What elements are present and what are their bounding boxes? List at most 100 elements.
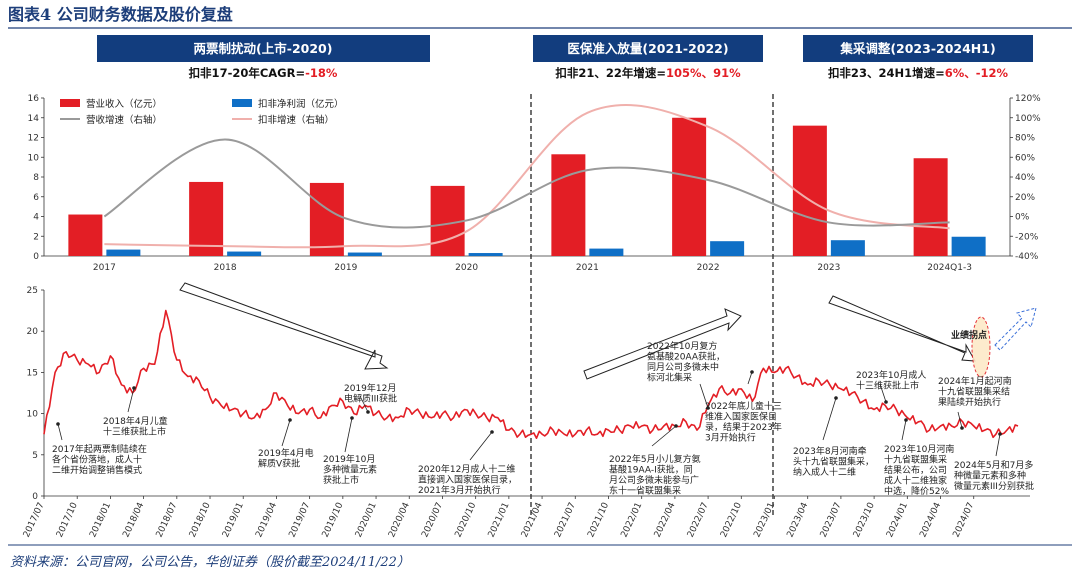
phase-band-1 <box>97 35 430 62</box>
annotation-dot <box>706 406 710 410</box>
annotation-leader <box>957 411 963 429</box>
annotation-dot <box>56 422 60 426</box>
annotation-line: 2022年底儿童十三 <box>705 400 782 412</box>
x-tick-label: 2023/10 <box>852 501 877 539</box>
x-tick-label: 2023 <box>817 263 840 273</box>
annotation-line: 种微量元素和多种 <box>954 470 1026 482</box>
annotation-line: 3月开始执行 <box>705 432 756 444</box>
annotation-text: 2022年5月小儿复方氨基酸19AA-I获批，同月公司多微未能参与广东十一省联盟… <box>609 453 701 497</box>
legend-label: 营业收入（亿元） <box>86 98 162 110</box>
y2-tick-label: 40% <box>1015 173 1035 183</box>
annotation-line: 十三维获批上市 <box>103 426 166 438</box>
x-tick-label: 2022/01 <box>620 501 645 539</box>
x-tick-label: 2019/07 <box>287 501 312 539</box>
phase-band-1-label: 两票制扰动(上市-2020) <box>194 41 333 56</box>
annotation-line: 十三维获批上市 <box>856 380 919 392</box>
turning-up-arrow-icon <box>994 307 1037 351</box>
x-tick-label: 2017/07 <box>22 501 47 539</box>
profit-bar <box>830 240 865 256</box>
annotation-text: 业绩拐点 <box>951 329 987 341</box>
annotation-line: 头十九省联盟集采， <box>793 456 874 468</box>
x-tick-label: 2022/07 <box>686 501 711 539</box>
x-tick-label: 2023/04 <box>786 501 811 539</box>
annotation-line: 二维开始调整销售模式 <box>52 464 142 476</box>
legend-label: 扣非增速（右轴） <box>258 114 334 126</box>
annotation-line: 2023年10月成人 <box>856 369 926 381</box>
x-tick-label: 2020 <box>455 263 478 273</box>
y-tick-label: 10 <box>28 153 40 163</box>
revenue-growth-line <box>103 138 950 229</box>
annotation-line: 2019年4月电 <box>258 447 314 459</box>
price-line <box>43 309 1019 440</box>
phase-1-growth: 扣非17-20年CAGR=-18% <box>189 66 338 80</box>
annotation-line: 月公司多微未能参与广 <box>609 474 699 486</box>
annotation-line: 微量元素III分别获批 <box>954 480 1034 492</box>
y-tick-label: 12 <box>28 134 39 144</box>
y2-tick-label: 120% <box>1015 94 1041 104</box>
x-tick-label: 2018/04 <box>121 501 146 539</box>
downtrend-arrow-icon-2 <box>828 295 976 362</box>
y-tick-label: 5 <box>32 451 38 461</box>
legend-label: 营收增速（右轴） <box>86 114 162 126</box>
profit-bar <box>710 241 745 256</box>
y2-tick-label: 20% <box>1015 193 1035 203</box>
profit-bar <box>589 248 624 256</box>
annotation-line: 维准入国家医保目 <box>705 411 777 423</box>
y2-tick-label: -40% <box>1015 252 1039 262</box>
x-tick-label: 2024/07 <box>952 501 977 539</box>
x-tick-label: 2019/04 <box>254 501 279 539</box>
annotation-text: 2019年10月多种微量元素获批上市 <box>323 453 377 486</box>
annotation-line: 东十一省联盟集采 <box>609 485 681 497</box>
revenue-bar <box>913 158 948 256</box>
annotation-leader <box>344 417 353 453</box>
x-tick-label: 2021/07 <box>553 501 578 539</box>
annotation-line: 业绩拐点 <box>951 329 987 341</box>
annotation-text: 2023年8月河南牵头十九省联盟集采，纳入成人十二维 <box>793 445 874 478</box>
annotation-line: 2023年8月河南牵 <box>793 445 867 457</box>
annotation-line: 2022年10月复方 <box>647 340 717 352</box>
annotation-line: 基酸19AA-I获批，同 <box>609 464 693 476</box>
annotation-text: 2023年10月成人十三维获批上市 <box>856 369 926 392</box>
x-tick-label: 2022 <box>697 263 720 273</box>
x-tick-label: 2017/10 <box>55 501 80 539</box>
y-tick-label: 16 <box>28 94 40 104</box>
y-tick-label: 4 <box>33 213 39 223</box>
y-tick-label: 10 <box>27 410 39 420</box>
x-tick-label: 2017 <box>93 263 116 273</box>
annotation-line: 十九省联盟集采结 <box>938 386 1010 398</box>
y2-tick-label: 0% <box>1015 213 1030 223</box>
stock-price-chart: 0 5 10 15 20 25 2017/07 2017/10 2018/01 2018/04 20… <box>22 286 1030 539</box>
annotation-leader <box>879 383 887 403</box>
x-tick-label: 2018/07 <box>155 501 180 539</box>
y-tick-label: 25 <box>27 286 38 296</box>
downtrend-arrow-icon <box>179 282 389 370</box>
annotation-line: 2023年10月河南 <box>884 443 954 455</box>
annotation-dot <box>350 416 354 420</box>
annotation-line: 2019年10月 <box>323 453 375 465</box>
phase-3-growth: 扣非23、24H1增速=6%、-12% <box>828 66 1009 80</box>
x-tick-label: 2020/04 <box>387 501 412 539</box>
phase-2-growth: 扣非21、22年增速=105%、91% <box>555 66 741 80</box>
annotation-text: 2022年底儿童十三维准入国家医保目录，结果于2023年 3月开始执行 <box>705 400 782 444</box>
annotation-dot <box>366 410 370 414</box>
annotation-line: 果陆续开始执行 <box>938 396 1001 408</box>
annotation-leader <box>57 423 63 441</box>
x-tick-label: 2020/01 <box>354 501 379 539</box>
annotation-text: 2023年10月河南十九省联盟集采结果公布，公司成人十二维独家中选，降价52% <box>884 443 954 497</box>
y-tick-label: 6 <box>33 193 39 203</box>
legend-label: 扣非净利润（亿元） <box>258 98 344 110</box>
annotation-text: 2024年1月起河南十九省联盟集采结果陆续开始执行 <box>938 375 1012 408</box>
revenue-bar <box>309 182 344 256</box>
phase-band-3-label: 集采调整(2023-2024H1) <box>839 41 995 56</box>
annotation-text: 2017年起两票制陆续在各个省份落地，成人十二维开始调整销售模式 <box>52 443 147 476</box>
profit-bar <box>468 253 503 256</box>
y-tick-label: 0 <box>32 492 38 502</box>
phase-band-2-label: 医保准入放量(2021-2022) <box>567 41 728 56</box>
y2-tick-label: 100% <box>1015 114 1041 124</box>
legend-swatch <box>232 99 252 107</box>
annotation-text: 2022年10月复方氨基酸20AA获批，同月公司多微未中标河北集采 <box>647 340 725 384</box>
figure-title: 图表4 公司财务数据及股价复盘 <box>8 5 233 24</box>
x-tick-label: 2021/04 <box>520 501 545 539</box>
profit-bar <box>951 236 986 256</box>
